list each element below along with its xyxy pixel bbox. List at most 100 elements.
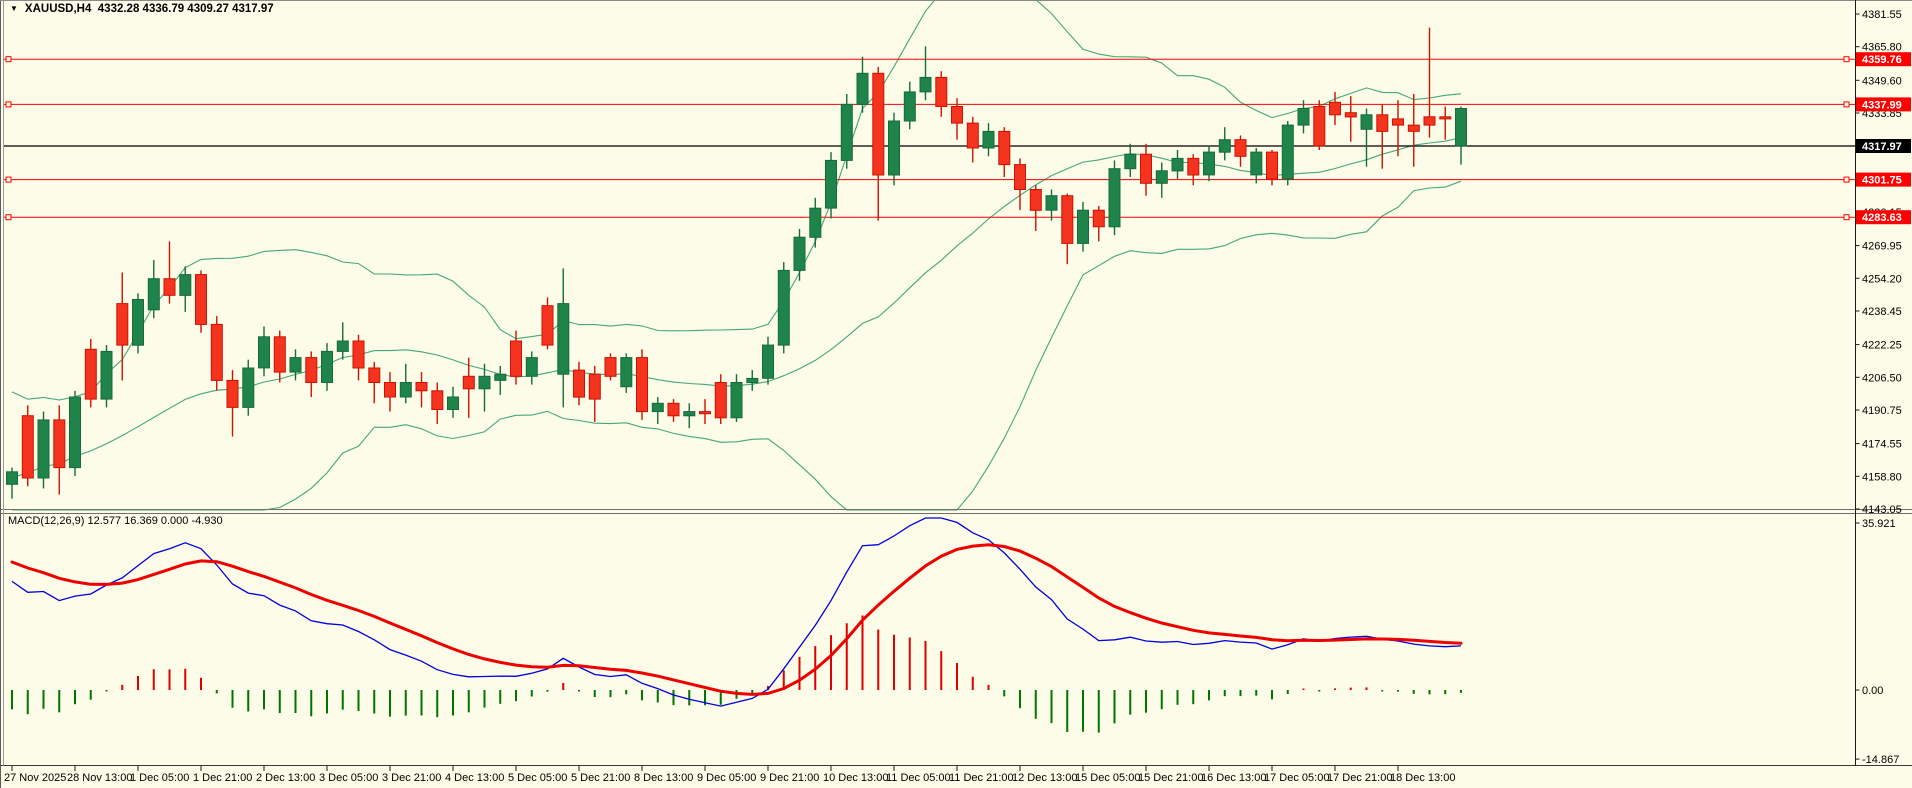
candle-body bbox=[415, 382, 428, 392]
candle-body bbox=[683, 411, 696, 417]
candle-body bbox=[762, 344, 774, 379]
time-axis-label: 18 Dec 13:00 bbox=[1390, 772, 1455, 784]
candle-body bbox=[37, 419, 50, 479]
price-tag-level-4301.75[interactable]: 4301.75 bbox=[1856, 172, 1911, 187]
svg-text:4359.76: 4359.76 bbox=[1862, 54, 1902, 66]
price-axis-label: 4158.80 bbox=[1862, 471, 1902, 483]
time-axis-label: 16 Dec 13:00 bbox=[1201, 772, 1266, 784]
candle-body bbox=[84, 348, 97, 400]
candle-body bbox=[1250, 151, 1263, 176]
candle-body bbox=[478, 375, 491, 390]
candle-body bbox=[730, 382, 743, 419]
price-tag-level-4359.76[interactable]: 4359.76 bbox=[1856, 52, 1911, 67]
candle-body bbox=[494, 373, 507, 381]
price-axis-label: 4190.75 bbox=[1862, 405, 1902, 417]
macd-name: MACD(12,26,9) bbox=[8, 515, 85, 527]
candle-body bbox=[573, 369, 585, 398]
candle-body bbox=[510, 340, 522, 377]
price-axis-label: 4238.45 bbox=[1862, 306, 1902, 318]
price-axis-label: 4143.05 bbox=[1862, 504, 1902, 516]
symbol-title-bar[interactable]: ▼ XAUUSD,H4 4332.28 4336.79 4309.27 4317.… bbox=[10, 3, 274, 15]
line-handle-icon[interactable] bbox=[5, 214, 12, 221]
candle-body bbox=[667, 402, 680, 417]
candle-body bbox=[998, 130, 1011, 166]
candle-body bbox=[1329, 101, 1341, 116]
line-handle-icon[interactable] bbox=[1843, 56, 1850, 63]
candle-body bbox=[116, 303, 129, 346]
time-axis-label: 28 Nov 13:00 bbox=[67, 772, 132, 784]
bollinger-bands bbox=[11, 0, 1462, 511]
candle-body bbox=[242, 367, 255, 408]
svg-text:4337.99: 4337.99 bbox=[1862, 99, 1902, 111]
price-tag-level-4283.63[interactable]: 4283.63 bbox=[1856, 210, 1911, 225]
line-handle-icon[interactable] bbox=[5, 176, 12, 183]
candle-body bbox=[825, 159, 837, 209]
candle-body bbox=[431, 390, 444, 410]
candle-body bbox=[368, 367, 381, 383]
candle-body bbox=[53, 419, 66, 469]
svg-text:4301.75: 4301.75 bbox=[1862, 175, 1902, 187]
svg-text:4317.97: 4317.97 bbox=[1862, 141, 1902, 153]
candle-body bbox=[1108, 168, 1121, 228]
time-axis-label: 9 Dec 21:00 bbox=[760, 772, 819, 784]
ohlc-values: 4332.28 4336.79 4309.27 4317.97 bbox=[97, 3, 274, 15]
candle-body bbox=[620, 357, 633, 388]
price-axis-label: 4349.60 bbox=[1862, 75, 1902, 87]
candle-body bbox=[210, 323, 223, 381]
macd-panel bbox=[10, 517, 1463, 733]
candle-body bbox=[1360, 114, 1373, 130]
macd-indicator-label: MACD(12,26,9) 12.577 16.369 0.000 -4.930 bbox=[8, 515, 223, 527]
price-axis-label: 4381.55 bbox=[1862, 9, 1902, 21]
candle-body bbox=[840, 103, 853, 161]
price-tag-current-bid[interactable]: 4317.97 bbox=[1856, 139, 1911, 153]
price-axis[interactable]: 4381.554365.804349.604333.854286.154269.… bbox=[1855, 9, 1902, 766]
time-axis-label: 1 Dec 21:00 bbox=[193, 772, 252, 784]
candle-body bbox=[1203, 151, 1215, 176]
candle-body bbox=[1077, 209, 1089, 244]
macd-axis-label: -14.867 bbox=[1862, 754, 1899, 766]
line-handle-icon[interactable] bbox=[5, 56, 12, 63]
candle-body bbox=[352, 340, 365, 369]
candle-body bbox=[1297, 108, 1310, 126]
candle-body bbox=[289, 357, 302, 373]
svg-text:4283.63: 4283.63 bbox=[1862, 212, 1902, 224]
candle-body bbox=[746, 377, 759, 384]
time-axis[interactable]: 27 Nov 2025 28 Nov 13:001 Dec 05:00 1 Dec … bbox=[4, 766, 1455, 784]
candle-body bbox=[872, 72, 885, 176]
candle-body bbox=[1407, 124, 1420, 132]
candle-body bbox=[1171, 157, 1184, 172]
macd-axis-label: 0.00 bbox=[1862, 685, 1883, 697]
candle-body bbox=[163, 278, 176, 296]
time-axis-label: 17 Dec 05:00 bbox=[1264, 772, 1329, 784]
candle-body bbox=[273, 336, 286, 373]
price-tag-level-4337.99[interactable]: 4337.99 bbox=[1856, 97, 1911, 112]
candle-body bbox=[321, 350, 333, 383]
candle-body bbox=[1045, 195, 1058, 211]
time-axis-label: 4 Dec 13:00 bbox=[445, 772, 504, 784]
time-axis-label: 3 Dec 05:00 bbox=[319, 772, 378, 784]
candle-body bbox=[1061, 195, 1074, 244]
line-handle-icon[interactable] bbox=[1843, 214, 1850, 221]
symbol-dropdown-icon[interactable]: ▼ bbox=[10, 4, 18, 13]
line-handle-icon[interactable] bbox=[5, 101, 12, 108]
line-handle-icon[interactable] bbox=[1843, 101, 1850, 108]
candle-body bbox=[604, 357, 617, 377]
time-axis-label: 1 Dec 05:00 bbox=[130, 772, 189, 784]
candlesticks bbox=[6, 27, 1467, 499]
candle-body bbox=[651, 402, 664, 413]
candle-body bbox=[525, 357, 538, 377]
candle-body bbox=[384, 382, 396, 398]
candle-body bbox=[903, 91, 916, 122]
price-axis-label: 4269.95 bbox=[1862, 241, 1902, 253]
time-axis-label: 2 Dec 13:00 bbox=[256, 772, 315, 784]
price-axis-label: 4254.20 bbox=[1862, 273, 1902, 285]
candle-body bbox=[226, 379, 239, 408]
time-axis-label: 11 Dec 05:00 bbox=[886, 772, 951, 784]
candle-body bbox=[1140, 153, 1152, 184]
line-handle-icon[interactable] bbox=[1843, 176, 1850, 183]
time-axis-label: 5 Dec 05:00 bbox=[508, 772, 567, 784]
candle-body bbox=[966, 122, 979, 149]
macd-main-line bbox=[11, 517, 1462, 707]
price-axis-label: 4222.25 bbox=[1862, 340, 1902, 352]
